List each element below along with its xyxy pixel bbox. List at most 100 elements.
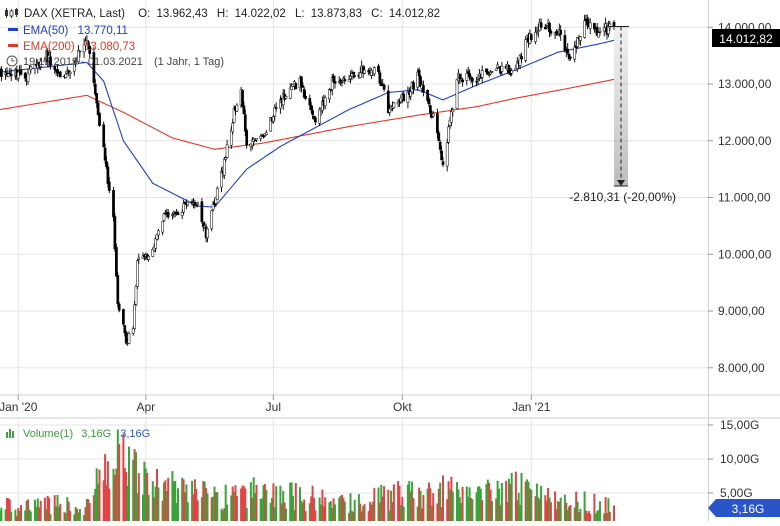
volume-bar	[118, 444, 121, 521]
last-price-badge-label: 14.012,82	[719, 32, 773, 46]
candle-body	[579, 36, 582, 41]
candle-body	[333, 81, 337, 84]
candle-body	[229, 129, 233, 146]
candle-body	[534, 31, 537, 43]
volume-bar	[269, 503, 272, 521]
candle-body	[494, 68, 498, 71]
volume-bar	[230, 495, 233, 521]
candle-body	[96, 102, 100, 116]
volume-bar	[481, 500, 484, 521]
candle-body	[573, 46, 577, 60]
volume-bar	[478, 486, 481, 521]
candle-body	[124, 331, 128, 344]
volume-bar	[308, 503, 311, 521]
candle-body	[339, 79, 342, 82]
candle-body	[161, 221, 164, 233]
volume-bar	[408, 480, 411, 521]
volume-bar	[334, 504, 336, 521]
volume-bar	[56, 495, 59, 521]
candle-body	[426, 89, 429, 101]
volume-bar	[587, 511, 590, 521]
volume-bar	[343, 501, 346, 521]
candle-body	[115, 247, 118, 277]
volume-bar	[586, 513, 589, 521]
volume-bar	[566, 509, 569, 521]
volume-bar	[388, 510, 391, 521]
volume-bar	[547, 488, 550, 521]
candle-body	[301, 85, 305, 88]
volume-bar	[458, 497, 461, 521]
volume-bar	[398, 485, 401, 521]
volume-bar	[66, 497, 69, 521]
volume-bar	[496, 480, 499, 521]
volume-bars	[0, 429, 615, 521]
volume-bar	[402, 506, 405, 521]
volume-bar	[528, 488, 531, 521]
volume-bar	[429, 488, 432, 521]
candle-body	[308, 98, 312, 106]
candle-body	[396, 102, 400, 105]
volume-bar	[477, 486, 479, 521]
volume-bar	[303, 499, 306, 521]
volume-bar	[604, 497, 607, 521]
candle-body	[445, 142, 449, 167]
volume-bar	[116, 429, 119, 521]
candle-body	[328, 89, 331, 100]
time-axis-label: Apr	[136, 400, 155, 414]
candle-body	[288, 87, 292, 99]
candle-body	[147, 256, 150, 260]
volume-bar	[261, 498, 264, 521]
volume-bar	[603, 513, 606, 521]
volume-bar	[53, 495, 56, 521]
candle-body	[314, 117, 317, 123]
volume-bar	[191, 480, 194, 521]
candle-body	[7, 73, 10, 78]
candle-body	[451, 109, 455, 113]
candle-body	[102, 124, 106, 148]
candle-body	[539, 22, 543, 28]
ema50-swatch	[8, 28, 18, 31]
volume-bar	[132, 459, 135, 521]
volume-bar	[442, 475, 444, 521]
candle-body	[290, 85, 293, 90]
candle-body	[559, 30, 563, 35]
volume-bar	[193, 479, 196, 521]
candle-body	[222, 158, 226, 176]
candle-body	[438, 142, 442, 150]
candle-body	[429, 105, 432, 114]
volume-bar	[76, 508, 79, 521]
volume-bar	[329, 501, 332, 521]
volume-bar	[231, 486, 234, 521]
candle-body	[0, 68, 3, 77]
volume-bar	[7, 498, 10, 521]
volume-bar	[373, 488, 376, 521]
candle-body	[180, 212, 184, 216]
candle-body	[545, 26, 549, 29]
drawdown-annotation: -2.810,31 (-20,00%)	[569, 26, 676, 204]
volume-bar	[498, 488, 501, 521]
volume-bar	[24, 510, 27, 521]
volume-bar	[18, 511, 21, 521]
candle-body	[480, 70, 484, 78]
volume-bar	[224, 484, 227, 521]
volume-bar	[92, 495, 95, 521]
ema200-value: 13.080,73	[84, 41, 135, 53]
candle-body	[612, 22, 616, 27]
volume-bar	[292, 496, 294, 521]
price-axis-label: 11.000,00	[718, 191, 771, 205]
volume-bar	[565, 502, 568, 521]
volume-bar	[519, 504, 522, 521]
volume-bar	[549, 502, 552, 521]
candle-body	[608, 23, 612, 29]
volume-bar	[391, 502, 394, 521]
volume-bar	[64, 513, 67, 521]
candle-body	[39, 61, 43, 67]
candle-body	[154, 238, 157, 249]
candle-body	[75, 59, 79, 65]
volume-bar	[294, 483, 297, 521]
candle-body	[92, 52, 96, 83]
candle-body	[284, 96, 288, 99]
volume-bar	[283, 502, 286, 521]
volume-bar	[437, 488, 440, 521]
volume-bar	[486, 479, 489, 521]
